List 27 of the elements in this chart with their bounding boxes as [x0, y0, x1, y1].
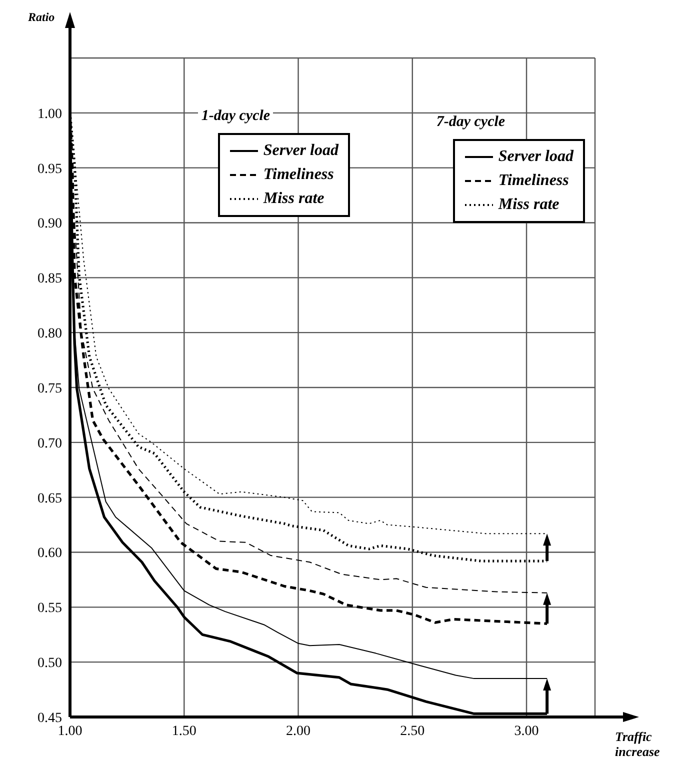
y-tick-label: 0.70: [38, 436, 62, 452]
y-tick-label: 1.00: [38, 106, 62, 122]
x-axis-title: Traffic increase: [615, 729, 661, 759]
y-tick-label: 0.60: [38, 546, 62, 562]
y-tick-label: 0.90: [38, 216, 62, 232]
y-tick-label: 0.80: [38, 326, 62, 342]
legend-label: Timeliness: [263, 165, 334, 186]
x-tick-label: 2.00: [286, 724, 311, 739]
legend-label: Server load: [498, 147, 574, 168]
annotation: 1-day cycle: [198, 108, 274, 126]
legend-label: Timeliness: [498, 171, 569, 192]
y-tick-label: 0.50: [38, 656, 62, 672]
x-tick-label: 3.00: [514, 724, 539, 739]
y-tick-label: 0.45: [38, 710, 62, 726]
y-tick-label: 0.75: [38, 381, 62, 396]
annotation: 7-day cycle: [433, 114, 508, 132]
x-tick-label: 2.50: [400, 724, 425, 739]
y-tick-label: 0.55: [38, 601, 62, 616]
x-tick-label: 1.50: [172, 724, 196, 739]
y-tick-label: 0.95: [38, 162, 62, 177]
legend-label: Server load: [263, 141, 338, 162]
x-tick-label: 1.00: [58, 724, 82, 739]
legend-label: Miss rate: [498, 195, 560, 216]
y-tick-label: 0.65: [38, 491, 62, 506]
y-tick-label: 0.85: [38, 272, 62, 287]
legend-label: Miss rate: [263, 189, 324, 210]
y-axis-title: Ratio: [28, 10, 55, 25]
